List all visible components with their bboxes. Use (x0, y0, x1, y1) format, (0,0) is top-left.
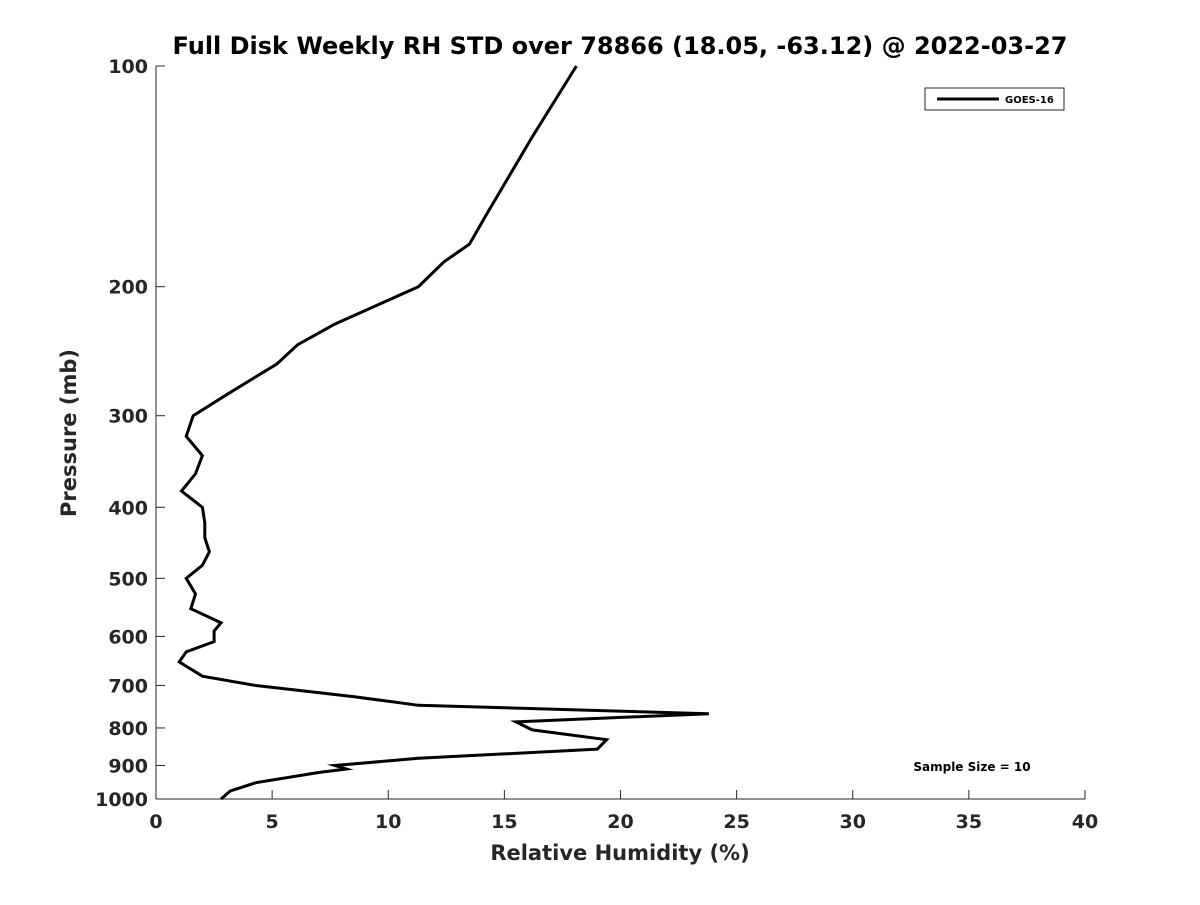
x-tick-label: 10 (375, 811, 401, 833)
chart-title: Full Disk Weekly RH STD over 78866 (18.0… (173, 32, 1068, 60)
y-axis-label: Pressure (mb) (57, 349, 81, 517)
x-tick-label: 15 (491, 811, 517, 833)
y-tick-label: 800 (108, 718, 148, 740)
y-tick-label: 700 (108, 675, 148, 697)
x-tick-label: 30 (840, 811, 866, 833)
sample-size-annotation: Sample Size = 10 (913, 760, 1030, 774)
legend-label-goes-16: GOES-16 (1005, 95, 1054, 106)
x-tick-label: 20 (607, 811, 633, 833)
x-tick-label: 35 (956, 811, 982, 833)
series-layer (177, 65, 709, 801)
y-tick-label: 1000 (95, 789, 148, 811)
y-tick-label: 300 (108, 406, 148, 428)
y-tick-label: 900 (108, 755, 148, 777)
x-tick-label: 0 (149, 811, 162, 833)
y-tick-label: 500 (108, 568, 148, 590)
x-tick-label: 5 (266, 811, 279, 833)
series-line-goes-16 (177, 65, 709, 801)
x-axis-label: Relative Humidity (%) (490, 841, 749, 865)
y-ticks: 100 200 300 400 500 600 700 800 900 1000 (95, 56, 165, 811)
y-tick-label: 400 (108, 497, 148, 519)
x-tick-label: 40 (1072, 811, 1098, 833)
x-tick-label: 25 (723, 811, 749, 833)
y-tick-label: 600 (108, 626, 148, 648)
y-tick-label: 100 (108, 56, 148, 78)
plot-area (156, 66, 1085, 799)
legend: GOES-16 (924, 87, 1065, 111)
x-ticks: 0 5 10 15 20 25 30 35 40 (149, 790, 1098, 833)
y-tick-label: 200 (108, 277, 148, 299)
